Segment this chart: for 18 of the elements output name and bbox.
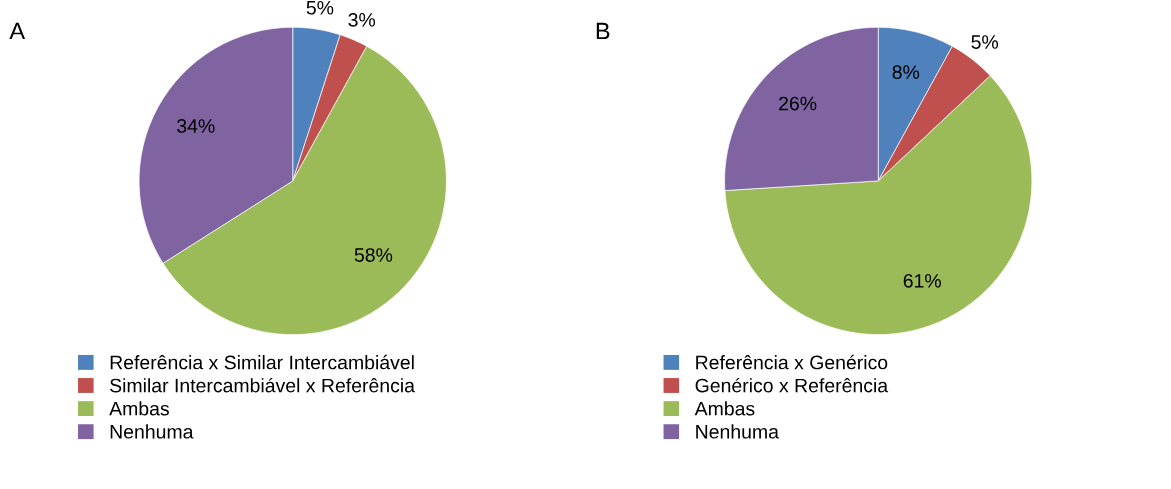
legend-label: Ambas <box>109 401 169 416</box>
legend-label: Nenhuma <box>110 424 194 439</box>
data-label: 61% <box>903 273 941 288</box>
data-label: 5% <box>971 35 999 49</box>
legend-label: Referência x Similar Intercambiável <box>110 354 414 370</box>
data-label: 5% <box>306 0 334 15</box>
legend-label: Similar Intercambiável x Referência <box>110 377 415 393</box>
legend-label: Ambas <box>694 401 755 416</box>
data-label: 8% <box>892 65 920 79</box>
legend-label: Referência x Genérico <box>696 354 888 370</box>
chart-title: B <box>596 22 610 40</box>
data-label: 34% <box>177 119 215 133</box>
data-label: 58% <box>354 248 393 262</box>
data-label: 3% <box>348 13 376 27</box>
legend-label: Nenhuma <box>696 424 779 439</box>
data-label: 26% <box>779 96 817 111</box>
legend-label: Genérico x Referência <box>695 377 889 393</box>
text: A <box>9 22 26 40</box>
